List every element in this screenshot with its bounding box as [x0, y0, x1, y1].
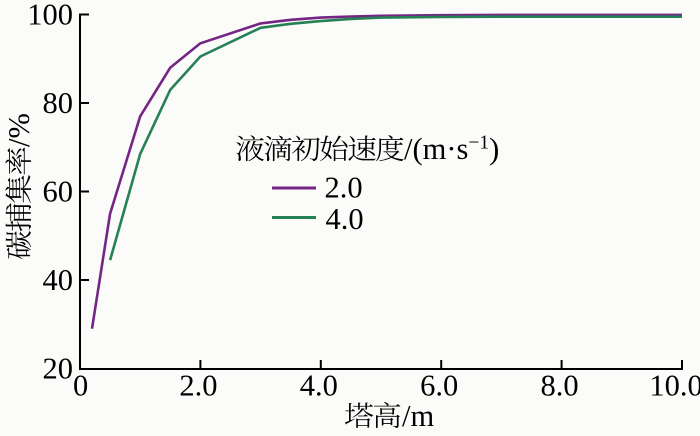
svg-text:20: 20 [43, 352, 74, 386]
svg-text:6.0: 6.0 [420, 368, 458, 402]
svg-text:100: 100 [27, 0, 73, 32]
svg-text:/m: /m [402, 399, 434, 433]
svg-text:10.0: 10.0 [649, 368, 700, 402]
svg-text:4.0: 4.0 [300, 368, 338, 402]
svg-text:60: 60 [43, 175, 74, 209]
svg-text:40: 40 [43, 263, 74, 297]
svg-text:0: 0 [73, 368, 88, 402]
svg-text:2.0: 2.0 [179, 368, 217, 402]
svg-text:80: 80 [43, 86, 74, 120]
svg-text:4.0: 4.0 [326, 202, 364, 236]
svg-text:2.0: 2.0 [325, 171, 363, 205]
svg-text:/%: /% [2, 113, 36, 147]
svg-text:8.0: 8.0 [541, 368, 579, 402]
